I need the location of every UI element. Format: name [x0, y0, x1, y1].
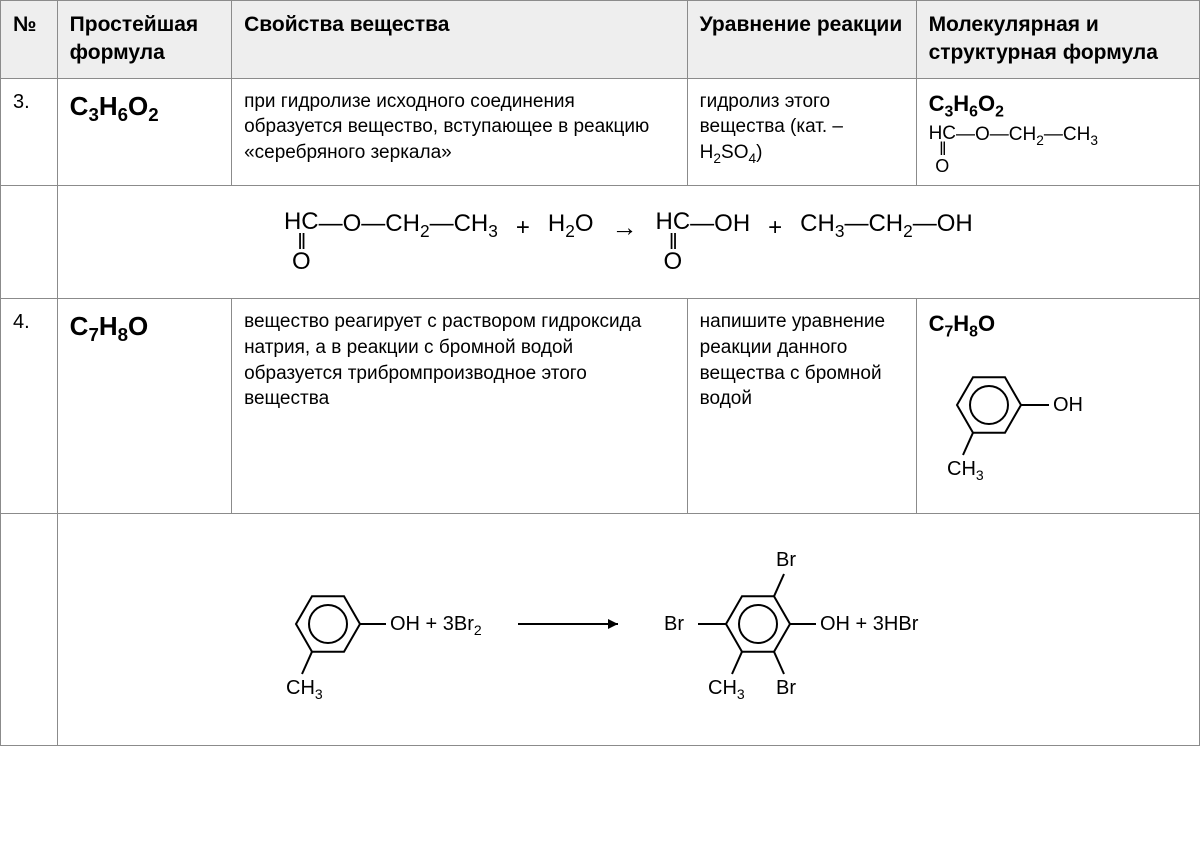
col-header-molecular: Молекулярная и структурная формула	[916, 1, 1199, 79]
r3-frag2: —OH	[690, 210, 750, 239]
chemistry-table: № Простейшая формула Свойства вещества У…	[0, 0, 1200, 746]
col-header-properties: Свойства вещества	[232, 1, 688, 79]
row3-molecular-formula: C3H6O2	[929, 89, 1187, 119]
row3-eqn-h2so4: H2SO4	[700, 142, 756, 163]
row4-ch3-label: CH3	[947, 458, 984, 483]
row4-molecular-cell: C7H8O OH CH3	[916, 299, 1199, 513]
reaction-row-4: OH + 3Br2 CH3 OH + 3HBr	[1, 513, 1200, 746]
table-row-4: 4. C7H8O вещество реагирует с раствором …	[1, 299, 1200, 513]
col-header-equation: Уравнение реакции	[687, 1, 916, 79]
row4-oh-label: OH	[1053, 394, 1083, 416]
row3-number: 3.	[1, 78, 58, 185]
r4-right-ch3: CH3	[708, 677, 745, 702]
reaction3-cell: HC ‖ O —O—CH2—CH3 + H2O → HC ‖ O —OH	[57, 185, 1199, 299]
reaction4-equation: OH + 3Br2 CH3 OH + 3HBr	[218, 544, 1038, 722]
row3-molecular-cell: C3H6O2 HC ‖ O —O—CH2—CH3	[916, 78, 1199, 185]
reaction4-cell: OH + 3Br2 CH3 OH + 3HBr	[57, 513, 1199, 746]
r3-h2o: H2O	[548, 210, 594, 239]
r4-left-oh: OH + 3Br2	[390, 613, 482, 638]
row4-equation-text: напишите уравнение реакции данного вещес…	[687, 299, 916, 513]
r3-prod2: CH3—CH2—OH	[800, 210, 973, 239]
r3-frag1: —O—CH2—CH3	[319, 210, 498, 239]
col-header-num: №	[1, 1, 58, 79]
col-header-simple: Простейшая формула	[57, 1, 231, 79]
table-row-3: 3. C3H6O2 при гидролизе исходного соедин…	[1, 78, 1200, 185]
row3-structural-formula: HC ‖ O —O—CH2—CH3	[929, 124, 1187, 175]
row4-molecular-formula: C7H8O	[929, 309, 1187, 339]
row3-simple-formula-cell: C3H6O2	[57, 78, 231, 185]
reaction3-equation: HC ‖ O —O—CH2—CH3 + H2O → HC ‖ O —OH	[284, 210, 973, 275]
r4-right-oh: OH + 3HBr	[820, 613, 919, 635]
row4-structural-formula: OH CH3	[929, 345, 1187, 503]
r3-o2: O	[655, 250, 690, 274]
row3-properties: при гидролизе исходного соединения образ…	[232, 78, 688, 185]
r3-plus2: +	[768, 210, 782, 244]
row4-properties: вещество реагирует с раствором гидроксид…	[232, 299, 688, 513]
r4-br-left: Br	[664, 613, 684, 635]
r3-o1: O	[284, 250, 319, 274]
r3-plus1: +	[516, 210, 530, 244]
r4-left-ch3: CH3	[286, 677, 323, 702]
row4-number: 4.	[1, 299, 58, 513]
row4-simple-formula: C7H8O	[70, 311, 149, 341]
r4-br-bottom: Br	[776, 677, 796, 699]
row4-simple-formula-cell: C7H8O	[57, 299, 231, 513]
reaction4-empty	[1, 513, 58, 746]
reaction3-empty	[1, 185, 58, 299]
r4-br-top: Br	[776, 549, 796, 571]
sf-o: O	[929, 157, 956, 175]
r3-arrow: →	[611, 210, 637, 245]
reaction-row-3: HC ‖ O —O—CH2—CH3 + H2O → HC ‖ O —OH	[1, 185, 1200, 299]
row3-equation-text: гидролиз этого вещества (кат. – H2SO4)	[687, 78, 916, 185]
header-row: № Простейшая формула Свойства вещества У…	[1, 1, 1200, 79]
row3-simple-formula: C3H6O2	[70, 91, 159, 121]
row3-eqn-a: гидролиз этого вещества (кат. –	[700, 91, 843, 138]
row3-eqn-c: )	[756, 142, 762, 163]
sf-dbl: ‖	[929, 143, 956, 157]
